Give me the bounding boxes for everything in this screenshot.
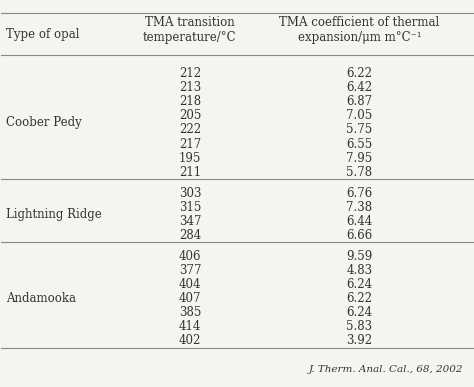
Text: TMA transition
temperature/°C: TMA transition temperature/°C <box>143 16 237 44</box>
Text: 303: 303 <box>179 187 201 200</box>
Text: J. Therm. Anal. Cal., 68, 2002: J. Therm. Anal. Cal., 68, 2002 <box>309 365 463 374</box>
Text: 407: 407 <box>179 292 201 305</box>
Text: 6.66: 6.66 <box>346 229 373 242</box>
Text: 205: 205 <box>179 110 201 122</box>
Text: 222: 222 <box>179 123 201 137</box>
Text: 6.55: 6.55 <box>346 137 373 151</box>
Text: 6.87: 6.87 <box>346 95 373 108</box>
Text: 5.78: 5.78 <box>346 166 373 179</box>
Text: 6.24: 6.24 <box>346 306 373 319</box>
Text: 4.83: 4.83 <box>346 264 373 277</box>
Text: 9.59: 9.59 <box>346 250 373 263</box>
Text: 406: 406 <box>179 250 201 263</box>
Text: 7.05: 7.05 <box>346 110 373 122</box>
Text: 6.76: 6.76 <box>346 187 373 200</box>
Text: 6.22: 6.22 <box>346 292 373 305</box>
Text: 6.42: 6.42 <box>346 81 373 94</box>
Text: 195: 195 <box>179 152 201 164</box>
Text: TMA coefficient of thermal
expansion/μm m°C⁻¹: TMA coefficient of thermal expansion/μm … <box>279 16 440 44</box>
Text: 212: 212 <box>179 67 201 80</box>
Text: 7.38: 7.38 <box>346 201 373 214</box>
Text: 414: 414 <box>179 320 201 333</box>
Text: 217: 217 <box>179 137 201 151</box>
Text: Coober Pedy: Coober Pedy <box>6 116 82 129</box>
Text: 315: 315 <box>179 201 201 214</box>
Text: 377: 377 <box>179 264 201 277</box>
Text: 7.95: 7.95 <box>346 152 373 164</box>
Text: Type of opal: Type of opal <box>6 27 80 41</box>
Text: 284: 284 <box>179 229 201 242</box>
Text: Lightning Ridge: Lightning Ridge <box>6 208 102 221</box>
Text: 5.83: 5.83 <box>346 320 373 333</box>
Text: 3.92: 3.92 <box>346 334 373 347</box>
Text: 6.22: 6.22 <box>346 67 373 80</box>
Text: Andamooka: Andamooka <box>6 292 76 305</box>
Text: 213: 213 <box>179 81 201 94</box>
Text: 6.24: 6.24 <box>346 278 373 291</box>
Text: 347: 347 <box>179 215 201 228</box>
Text: 6.44: 6.44 <box>346 215 373 228</box>
Text: 211: 211 <box>179 166 201 179</box>
Text: 402: 402 <box>179 334 201 347</box>
Text: 404: 404 <box>179 278 201 291</box>
Text: 5.75: 5.75 <box>346 123 373 137</box>
Text: 218: 218 <box>179 95 201 108</box>
Text: 385: 385 <box>179 306 201 319</box>
